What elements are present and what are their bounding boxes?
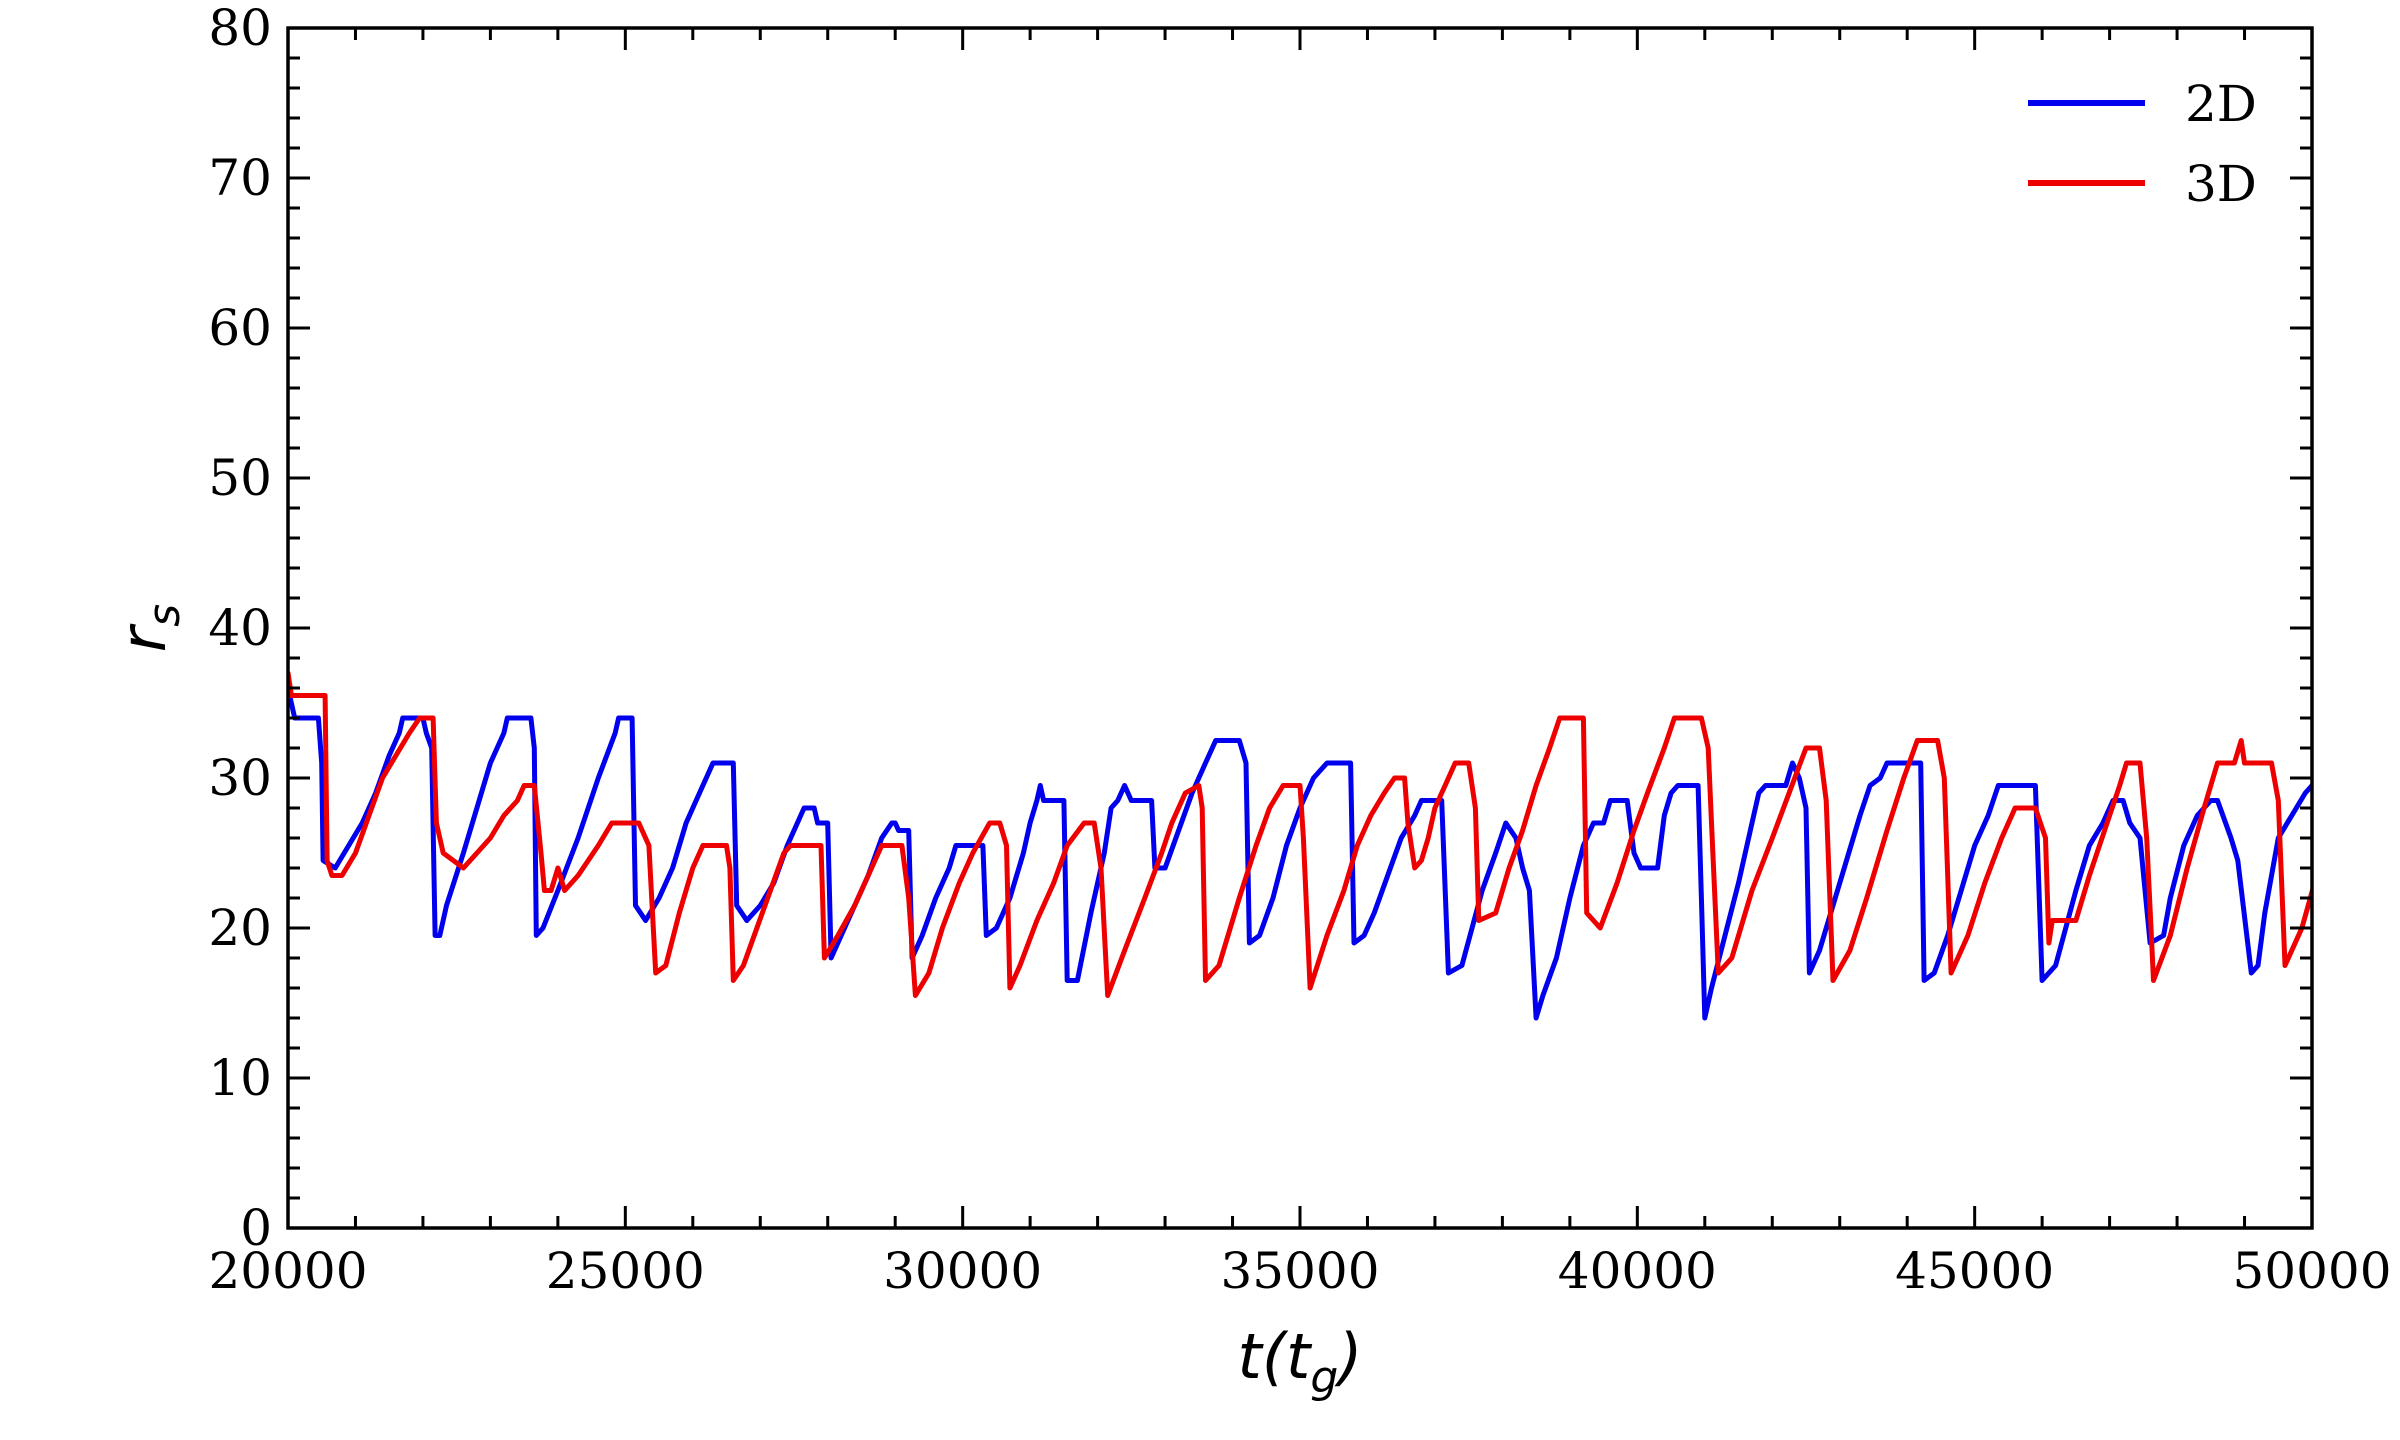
y-tick-label: 20 <box>208 899 272 957</box>
x-tick-label: 35000 <box>1220 1242 1379 1300</box>
y-tick-label: 50 <box>208 449 272 507</box>
y-tick-label: 40 <box>208 599 272 657</box>
x-tick-label: 30000 <box>883 1242 1042 1300</box>
y-tick-label: 30 <box>208 749 272 807</box>
x-tick-label: 50000 <box>2232 1242 2391 1300</box>
tick-labels-layer: 20000 25000 30000 35000 40000 45000 50000 0 10 20… <box>208 0 2391 1300</box>
y-tick-label: 0 <box>240 1199 272 1257</box>
y-tick-label: 70 <box>208 149 272 207</box>
x-tick-label: 40000 <box>1558 1242 1717 1300</box>
series-line-2d <box>288 685 2312 1021</box>
y-axis-label: rs <box>107 604 190 652</box>
x-tick-label: 25000 <box>546 1242 705 1300</box>
series-layer <box>288 670 2312 1021</box>
y-tick-label: 80 <box>208 0 272 57</box>
x-axis-label: t(tg) <box>1238 1320 1363 1403</box>
legend-label-3d: 3D <box>2185 155 2257 213</box>
y-tick-label: 60 <box>208 299 272 357</box>
series-line-3d <box>288 670 2312 998</box>
x-tick-label: 45000 <box>1895 1242 2054 1300</box>
legend-label-2d: 2D <box>2185 75 2257 133</box>
x-tick-label: 20000 <box>208 1242 367 1300</box>
ticks-layer <box>286 26 2314 1230</box>
y-tick-label: 10 <box>208 1049 272 1107</box>
plot-frame <box>286 26 2314 1230</box>
